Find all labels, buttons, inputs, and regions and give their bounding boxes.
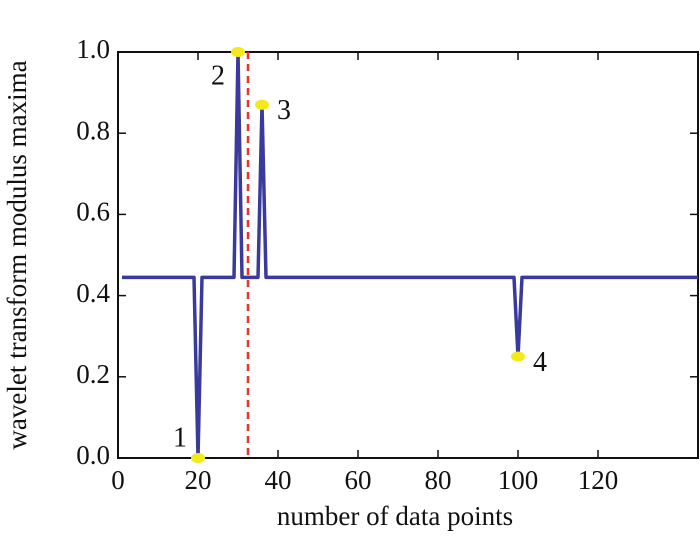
annotation-marker xyxy=(511,351,525,362)
annotation-label: 1 xyxy=(173,422,187,453)
x-tick-label: 100 xyxy=(498,465,539,495)
y-axis-label: wavelet transform modulus maxima xyxy=(2,60,32,449)
plot-frame xyxy=(117,51,699,459)
annotation-marker xyxy=(255,99,269,110)
y-tick-label: 0.2 xyxy=(76,359,110,389)
data-line xyxy=(122,50,698,460)
x-tick-label: 20 xyxy=(185,465,212,495)
y-tick-label: 0.0 xyxy=(76,440,110,470)
x-tick-label: 120 xyxy=(578,465,619,495)
x-tick-label: 0 xyxy=(111,465,125,495)
y-tick-label: 0.8 xyxy=(76,115,110,145)
x-tick-label: 40 xyxy=(265,465,292,495)
annotation-label: 4 xyxy=(533,347,547,378)
y-tick-label: 1.0 xyxy=(76,34,110,64)
annotation-marker xyxy=(231,47,245,57)
x-axis-label: number of data points xyxy=(277,501,513,531)
x-tick-label: 80 xyxy=(425,465,452,495)
y-tick-label: 0.6 xyxy=(76,197,110,227)
y-tick-label: 0.4 xyxy=(76,278,110,308)
annotation-label: 3 xyxy=(277,95,291,126)
annotation-label: 2 xyxy=(211,60,225,91)
annotation-marker xyxy=(191,453,205,463)
x-tick-label: 60 xyxy=(345,465,372,495)
